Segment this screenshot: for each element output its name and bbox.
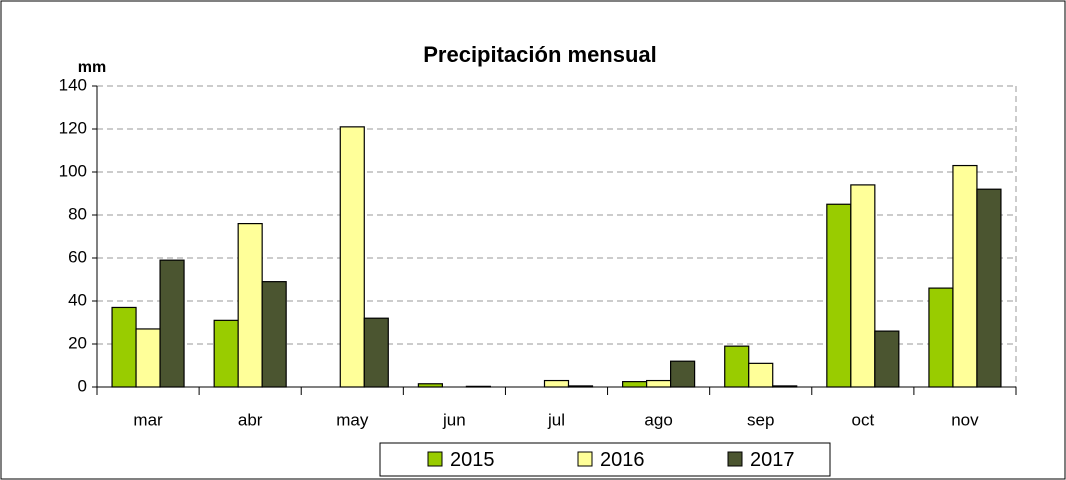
- y-axis-label: mm: [78, 59, 106, 76]
- x-tick-label: abr: [238, 410, 263, 429]
- x-tick-label: jul: [547, 410, 565, 429]
- bar: [363, 317, 389, 388]
- y-tick-label: 120: [59, 118, 87, 137]
- bar: [339, 126, 365, 388]
- x-tick-label: nov: [951, 410, 979, 429]
- bar: [213, 319, 239, 388]
- x-tick-label: mar: [133, 410, 163, 429]
- y-tick-label: 100: [59, 161, 87, 180]
- legend-swatch: [427, 451, 443, 467]
- y-tick-label: 0: [78, 376, 87, 395]
- bar: [670, 360, 696, 388]
- legend-box: [379, 442, 831, 477]
- bar: [748, 362, 774, 388]
- x-tick-label: oct: [851, 410, 874, 429]
- legend-swatch: [577, 451, 593, 467]
- y-tick-label: 20: [68, 333, 87, 352]
- bar: [261, 281, 287, 388]
- bar: [622, 381, 648, 388]
- bar: [135, 328, 161, 388]
- legend-swatch: [727, 451, 743, 467]
- x-tick-label: may: [336, 410, 369, 429]
- legend-label: 2017: [750, 449, 795, 471]
- y-tick-label: 80: [68, 204, 87, 223]
- x-tick-label: ago: [644, 410, 672, 429]
- x-tick-label: jun: [442, 410, 466, 429]
- bar: [952, 164, 978, 388]
- bar: [159, 259, 185, 388]
- bar: [976, 188, 1002, 388]
- bar: [111, 306, 137, 388]
- bar: [543, 379, 570, 388]
- legend-label: 2015: [450, 449, 495, 471]
- bar: [646, 379, 672, 388]
- bar: [237, 223, 263, 388]
- y-tick-label: 40: [68, 290, 87, 309]
- x-tick-label: sep: [747, 410, 774, 429]
- bar: [724, 345, 750, 388]
- y-tick-label: 140: [59, 75, 87, 94]
- chart-title: Precipitación mensual: [423, 42, 657, 67]
- y-tick-label: 60: [68, 247, 87, 266]
- bar: [928, 287, 954, 388]
- bar: [850, 184, 876, 388]
- bar: [874, 330, 900, 388]
- bar: [826, 203, 852, 388]
- legend-label: 2016: [600, 449, 645, 471]
